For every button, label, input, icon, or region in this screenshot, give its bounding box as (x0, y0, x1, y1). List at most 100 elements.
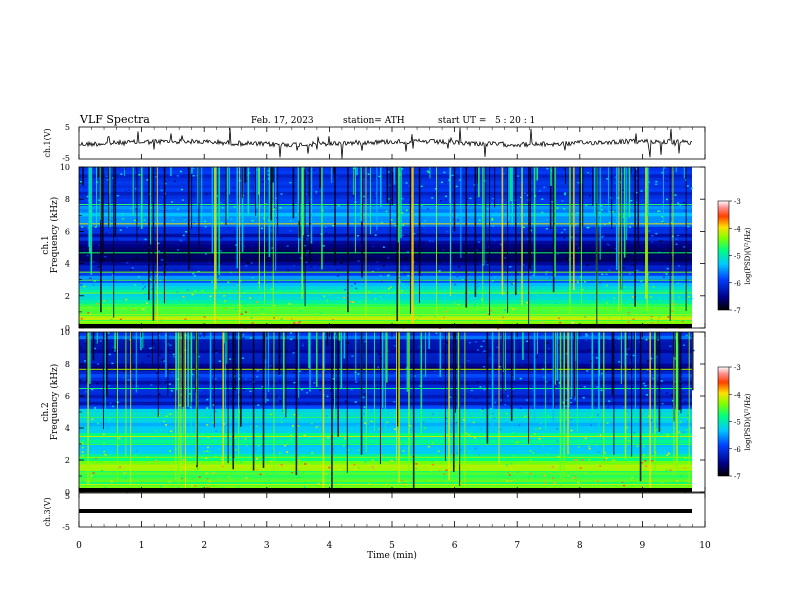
spectrogram-speckle (249, 396, 252, 399)
spectrogram-speckle (371, 459, 374, 461)
spectrogram-speckle (118, 392, 121, 395)
spectrogram-speckle (413, 173, 416, 175)
spectrogram-speckle (200, 190, 203, 192)
spectrogram-speckle (424, 294, 427, 296)
spectrogram-speckle (181, 199, 184, 201)
spectrogram-band (79, 293, 692, 297)
spectrogram-speckle (685, 334, 688, 337)
spectrogram-speckle (237, 177, 240, 179)
spectrogram-speckle (182, 251, 185, 253)
spectrogram-speckle (601, 236, 604, 238)
ch2-colorbar: -3-4-5-6-7 log(PSD)(V²/Hz) (717, 364, 752, 481)
spectrogram-streak (298, 332, 300, 398)
spectrogram-speckle (668, 305, 671, 307)
spectrogram-speckle (529, 450, 532, 452)
ch3-waveform-ytick-top: 5 (65, 492, 70, 501)
spectrogram-speckle (690, 297, 693, 300)
spectrogram-speckle (249, 297, 252, 299)
spectrogram-speckle (394, 167, 397, 170)
spectrogram-speckle (377, 370, 380, 372)
spectrogram-speckle (165, 415, 168, 417)
spectrogram-speckle (184, 318, 187, 321)
spectrogram-speckle (532, 274, 535, 277)
spectrogram-speckle (455, 421, 458, 424)
spectrogram-speckle (631, 264, 634, 266)
spectrogram-speckle (470, 431, 473, 433)
spectrogram-speckle (404, 267, 407, 270)
spectrogram-streak (321, 167, 323, 270)
spectrogram-streak (554, 332, 557, 385)
spectrogram-speckle (560, 359, 563, 362)
spectrogram-speckle (422, 421, 425, 424)
spectrogram-band (79, 275, 692, 280)
spectrogram-speckle (305, 301, 308, 303)
spectrogram-speckle (142, 282, 145, 285)
spectrogram-speckle (107, 385, 110, 387)
spectrogram-streak (508, 167, 510, 222)
spectrogram-speckle (439, 453, 442, 456)
spectrogram-streak (197, 167, 199, 207)
time-axis-label: Time (min) (367, 550, 417, 561)
spectrogram-speckle (517, 301, 520, 304)
spectrogram-speckle (512, 282, 515, 285)
spectrogram-speckle (468, 443, 471, 445)
spectrogram-streak (556, 332, 559, 381)
spectrogram-speckle (628, 308, 631, 310)
spectrogram-speckle (658, 251, 661, 253)
spectrogram-speckle (378, 175, 381, 178)
spectrogram-streak (215, 167, 217, 289)
spectrogram-streak (673, 332, 675, 476)
spectrogram-band (79, 471, 692, 475)
spectrogram-streak (224, 332, 226, 425)
spectrogram-speckle (101, 304, 104, 306)
spectrogram-speckle (367, 173, 370, 175)
spectrogram-speckle (588, 173, 591, 176)
spectrogram-speckle (595, 444, 598, 447)
spectrogram-speckle (606, 481, 609, 484)
spectrogram-streak (637, 167, 640, 249)
spectrogram-speckle (605, 457, 608, 459)
spectrogram-speckle (650, 315, 653, 318)
spectrogram-speckle (599, 434, 602, 436)
spectrogram-streak (647, 167, 649, 216)
spectrogram-speckle (677, 264, 680, 267)
spectrogram-streak (308, 167, 310, 195)
spectrogram-speckle (344, 401, 347, 403)
spectrogram-streak (258, 167, 260, 290)
spectrogram-speckle (285, 192, 288, 194)
spectrogram-speckle (86, 254, 89, 257)
spectrogram-tone (79, 436, 692, 437)
spectrogram-speckle (482, 340, 485, 342)
spectrogram-speckle (328, 294, 331, 296)
spectrogram-speckle (81, 442, 84, 444)
spectrogram-speckle (469, 300, 472, 303)
spectrogram-speckle (153, 301, 156, 304)
spectrogram-speckle (434, 370, 437, 373)
spectrogram-speckle (393, 428, 396, 431)
spectrogram-speckle (154, 274, 157, 277)
spectrogram-speckle (470, 389, 473, 392)
spectrogram-speckle (562, 448, 565, 450)
spectrogram-streak (282, 332, 285, 414)
spectrogram-speckle (666, 454, 669, 456)
spectrogram-speckle (168, 481, 171, 483)
spectrogram-speckle (451, 174, 454, 177)
spectrogram-speckle (426, 170, 429, 173)
spectrogram-streak (298, 167, 301, 238)
spectrogram-band (79, 254, 692, 259)
spectrogram-speckle (385, 483, 388, 485)
time-tick-label: 2 (201, 541, 207, 551)
spectrogram-speckle (584, 280, 587, 283)
spectrogram-speckle (325, 415, 328, 417)
spectrogram-streak (148, 167, 150, 301)
spectrogram-speckle (444, 181, 447, 184)
spectrogram-speckle (245, 265, 248, 267)
spectrogram-speckle (206, 478, 209, 480)
spectrogram-speckle (434, 188, 437, 190)
spectrogram-speckle (97, 363, 100, 365)
spectrogram-band (79, 317, 692, 322)
spectrogram-tone (79, 444, 692, 445)
spectrogram-band (79, 244, 692, 248)
spectrogram-speckle (608, 211, 611, 213)
spectrogram-speckle (629, 226, 632, 228)
